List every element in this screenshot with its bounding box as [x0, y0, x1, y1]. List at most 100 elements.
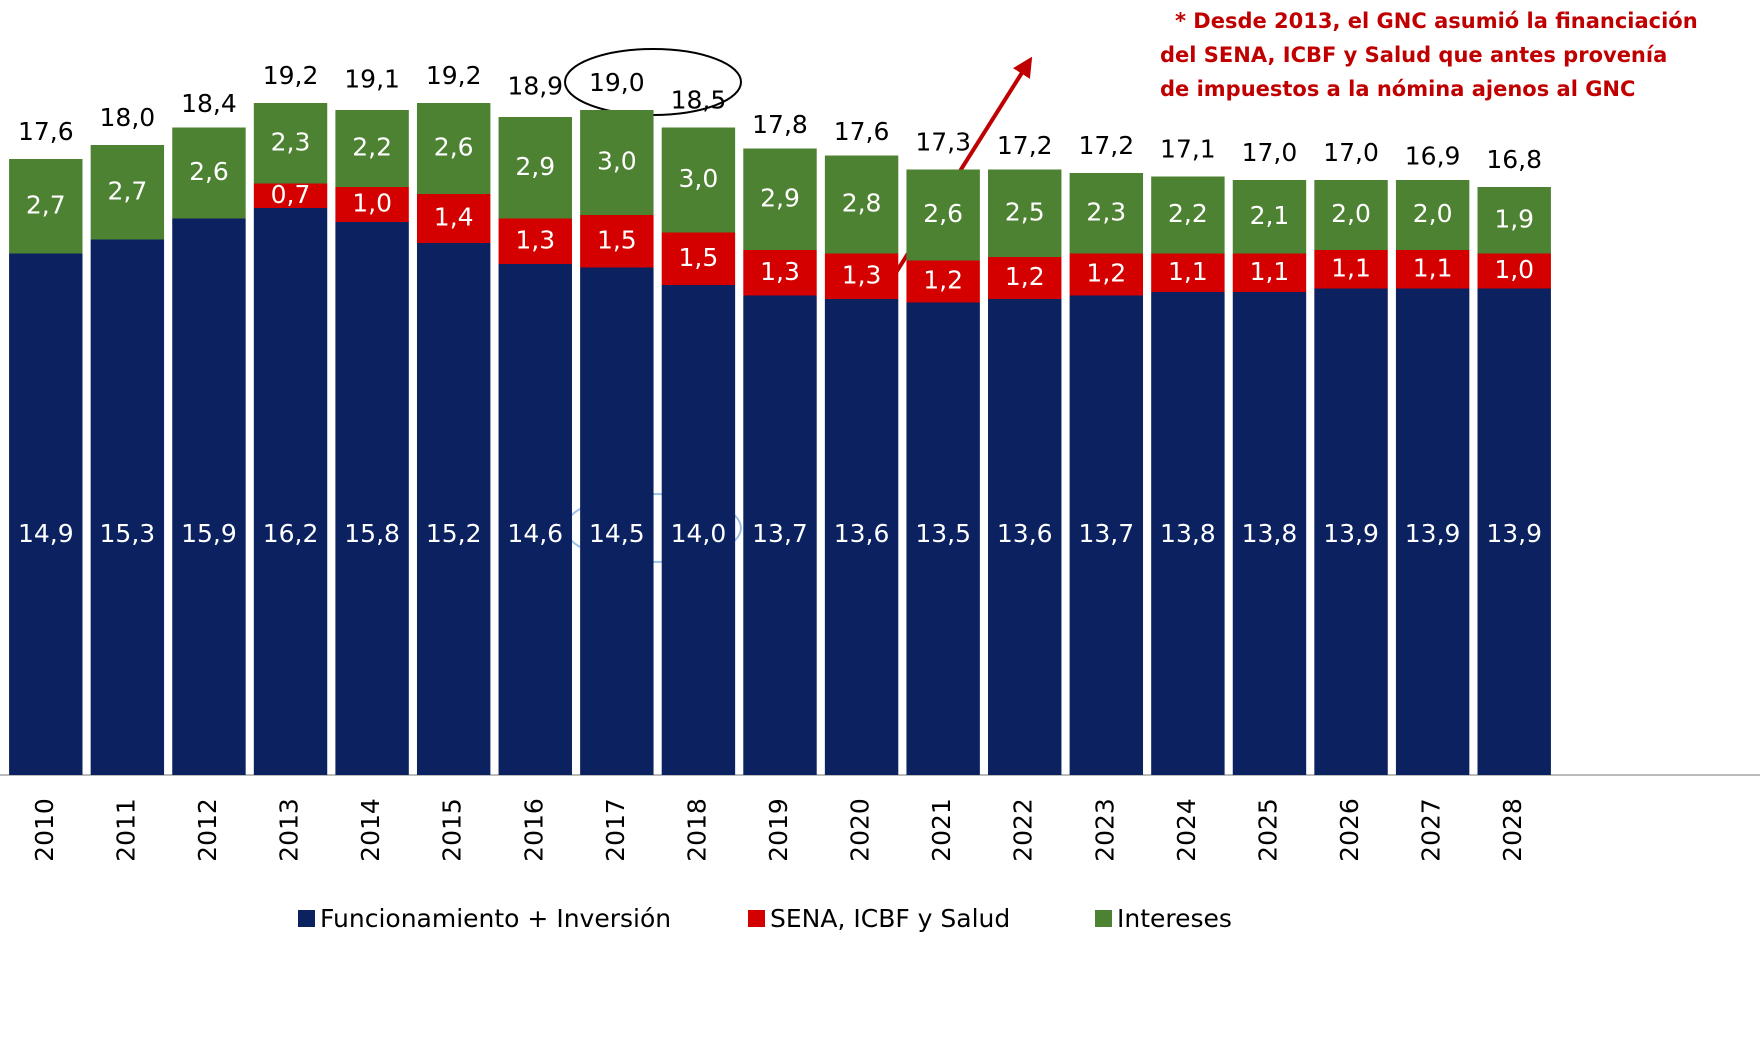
bar-segment: [1151, 292, 1225, 775]
value-label: 14,5: [589, 519, 645, 548]
legend-label: SENA, ICBF y Salud: [770, 904, 1010, 933]
total-label: 17,0: [1242, 138, 1298, 167]
value-label: 13,6: [997, 519, 1053, 548]
total-label: 17,2: [1078, 131, 1134, 160]
bar-segment: [498, 264, 572, 775]
bar-segment: [661, 232, 736, 285]
x-tick-label: 2021: [927, 798, 956, 862]
total-label: 18,9: [507, 72, 563, 101]
legend-swatch: [1095, 910, 1112, 927]
value-label: 2,6: [923, 199, 963, 228]
bar-segment: [824, 155, 899, 254]
value-label: 2,0: [1331, 199, 1371, 228]
x-tick-label: 2019: [764, 798, 793, 862]
value-label: 1,1: [1413, 253, 1453, 282]
bar-segment: [9, 159, 83, 254]
total-label: 18,5: [671, 86, 727, 115]
total-label: 18,0: [100, 103, 156, 132]
x-tick-label: 2013: [275, 798, 304, 862]
value-label: 1,2: [923, 266, 963, 295]
bar-segment: [988, 299, 1062, 775]
bar-segment: [743, 295, 817, 775]
annotation: * Desde 2013, el GNC asumió la financiac…: [1175, 9, 1698, 33]
value-label: 2,2: [1168, 199, 1208, 228]
bar-segment: [9, 253, 83, 775]
bar-segment: [416, 103, 491, 194]
x-tick-label: 2027: [1417, 798, 1446, 862]
bar-segment: [335, 110, 409, 187]
value-label: 15,3: [100, 519, 156, 548]
bar-segment: [1477, 187, 1551, 254]
value-label: 1,3: [760, 257, 800, 286]
value-label: 14,9: [18, 519, 74, 548]
bar-segment: [906, 260, 980, 303]
value-label: 13,9: [1323, 519, 1379, 548]
x-tick-label: 2011: [111, 798, 140, 862]
value-label: 2,3: [1086, 197, 1126, 226]
bar-segment: [498, 218, 572, 264]
annotation: del SENA, ICBF y Salud que antes provení…: [1160, 43, 1667, 67]
value-label: 1,1: [1331, 253, 1371, 282]
bar-segment: [90, 239, 165, 775]
value-label: 2,1: [1250, 201, 1290, 230]
bar-segment: [1395, 180, 1470, 250]
bar-segment: [1069, 173, 1144, 254]
bar-segment: [988, 257, 1062, 299]
value-label: 2,6: [434, 133, 474, 162]
bar-segment: [661, 285, 736, 775]
value-label: 1,5: [679, 243, 719, 272]
value-label: 1,0: [352, 189, 392, 218]
bar-segment: [172, 218, 246, 775]
total-label: 17,8: [752, 110, 808, 139]
value-label: 2,0: [1413, 199, 1453, 228]
bar-segment: [1395, 250, 1470, 289]
bar-segment: [988, 169, 1062, 257]
bar-segment: [824, 299, 899, 775]
value-label: 1,9: [1494, 204, 1534, 233]
value-label: 2,7: [107, 176, 147, 205]
value-label: 13,8: [1242, 519, 1298, 548]
value-label: 13,5: [915, 519, 971, 548]
value-label: 2,9: [515, 152, 555, 181]
bar-segment: [253, 208, 328, 775]
value-label: 14,6: [507, 519, 563, 548]
value-label: 15,8: [344, 519, 400, 548]
value-label: 1,4: [434, 203, 474, 232]
value-label: 2,5: [1005, 197, 1045, 226]
bar-segment: [1151, 176, 1225, 254]
x-tick-label: 2028: [1498, 798, 1527, 862]
value-label: 3,0: [679, 164, 719, 193]
bar-segment: [253, 103, 328, 184]
value-label: 1,3: [842, 260, 882, 289]
value-label: 1,1: [1250, 257, 1290, 286]
bar-segment: [498, 117, 572, 219]
x-tick-label: 2012: [193, 798, 222, 862]
bar-segment: [824, 253, 899, 299]
bar-segment: [1314, 288, 1388, 775]
total-label: 17,3: [915, 128, 971, 157]
value-label: 2,9: [760, 183, 800, 212]
value-label: 14,0: [671, 519, 727, 548]
bar-segment: [1232, 253, 1307, 292]
bar-segment: [1069, 295, 1144, 775]
total-label: 17,2: [997, 131, 1053, 160]
bar-segment: [335, 187, 409, 222]
bar-segment: [1314, 250, 1388, 289]
x-tick-label: 2020: [846, 798, 875, 862]
bar-segment: [1477, 253, 1551, 289]
value-label: 13,6: [834, 519, 890, 548]
bar-segment: [580, 215, 654, 268]
value-label: 2,3: [271, 127, 311, 156]
value-label: 1,1: [1168, 257, 1208, 286]
bar-segment: [906, 169, 980, 261]
value-label: 3,0: [597, 147, 637, 176]
x-tick-label: 2017: [601, 798, 630, 862]
total-label: 17,6: [18, 117, 74, 146]
total-label: 18,4: [181, 89, 237, 118]
x-tick-label: 2016: [519, 798, 548, 862]
total-label: 19,0: [589, 68, 645, 97]
total-label: 16,8: [1486, 145, 1542, 174]
value-label: 0,7: [271, 180, 311, 209]
x-tick-label: 2025: [1253, 798, 1282, 862]
value-label: 13,8: [1160, 519, 1216, 548]
